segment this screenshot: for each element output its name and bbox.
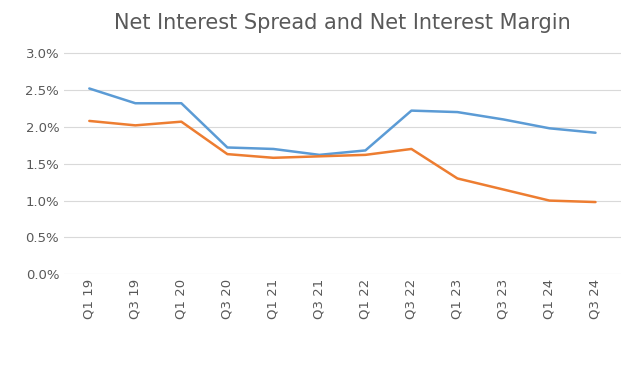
NIM [546, 126, 554, 131]
Interest Spread [408, 147, 415, 151]
NIM [86, 86, 93, 91]
Legend: NIM, Interest Spread: NIM, Interest Spread [214, 377, 471, 381]
Interest Spread [546, 198, 554, 203]
NIM [316, 152, 323, 157]
Interest Spread [131, 123, 139, 128]
Interest Spread [591, 200, 599, 204]
NIM [131, 101, 139, 106]
Interest Spread [177, 119, 185, 124]
NIM [269, 147, 277, 151]
Interest Spread [316, 154, 323, 158]
Interest Spread [500, 187, 508, 192]
Interest Spread [223, 152, 231, 157]
NIM [500, 117, 508, 122]
Line: NIM: NIM [90, 88, 595, 155]
Interest Spread [454, 176, 461, 181]
Title: Net Interest Spread and Net Interest Margin: Net Interest Spread and Net Interest Mar… [114, 13, 571, 33]
Interest Spread [362, 152, 369, 157]
NIM [223, 145, 231, 150]
NIM [591, 130, 599, 135]
Line: Interest Spread: Interest Spread [90, 121, 595, 202]
NIM [177, 101, 185, 106]
Interest Spread [269, 155, 277, 160]
NIM [408, 108, 415, 113]
Interest Spread [86, 118, 93, 123]
NIM [454, 110, 461, 114]
NIM [362, 148, 369, 153]
